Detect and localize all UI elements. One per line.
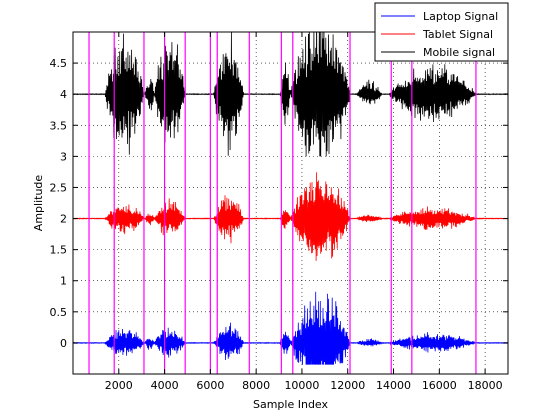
- series-line: [73, 32, 508, 157]
- y-tick-label: 3.5: [50, 119, 68, 132]
- x-tick-label: 10000: [284, 379, 319, 392]
- series-2: [73, 32, 508, 157]
- plot-frame: [72, 31, 509, 375]
- legend: Laptop Signal Tablet Signal Mobile signa…: [374, 2, 509, 62]
- series-1: [73, 172, 508, 261]
- y-tick-label: 4: [60, 88, 67, 101]
- y-tick-label: 3: [60, 150, 67, 163]
- x-tick-label: 8000: [242, 379, 270, 392]
- y-tick-label: 2.5: [50, 181, 68, 194]
- x-tick-label: 18000: [468, 379, 503, 392]
- legend-box: [374, 2, 509, 62]
- x-tick-label: 12000: [330, 379, 365, 392]
- legend-label-tablet: Tablet Signal: [422, 28, 493, 41]
- legend-label-mobile: Mobile signal: [423, 46, 495, 59]
- vertical-markers: [88, 32, 477, 374]
- axis-ticks: 2000 4000 6000 8000 10000 12000 14000 16000 1800…: [50, 32, 508, 392]
- y-tick-label: 0: [60, 337, 67, 350]
- x-tick-label: 16000: [422, 379, 457, 392]
- y-tick-label: 2: [60, 213, 67, 226]
- x-tick-label: 14000: [376, 379, 411, 392]
- series-line: [73, 291, 508, 365]
- legend-label-laptop: Laptop Signal: [423, 10, 498, 23]
- y-tick-label: 1.5: [50, 244, 68, 257]
- y-axis-label: Amplitude: [32, 175, 45, 232]
- x-tick-label: 6000: [196, 379, 224, 392]
- x-tick-label: 2000: [105, 379, 133, 392]
- series-0: [73, 291, 508, 365]
- y-tick-label: 4.5: [50, 57, 68, 70]
- y-tick-label: 0.5: [50, 306, 68, 319]
- series-layer: [73, 32, 508, 365]
- x-axis-label: Sample Index: [253, 398, 329, 411]
- series-line: [73, 172, 508, 261]
- y-tick-label: 1: [60, 275, 67, 288]
- x-tick-label: 4000: [151, 379, 179, 392]
